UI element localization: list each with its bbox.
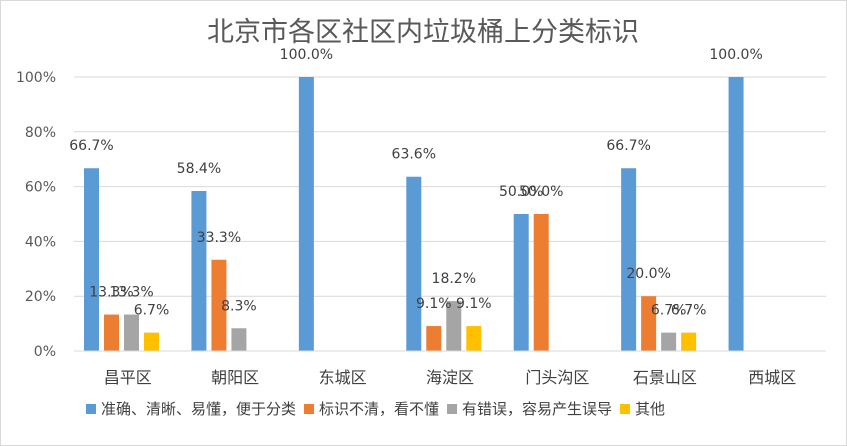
- data-label: 33.3%: [197, 230, 241, 246]
- data-labels: 66.7%13.3%13.3%6.7%58.4%33.3%8.3%100.0%6…: [69, 47, 763, 319]
- x-category-label: 石景山区: [633, 368, 697, 387]
- data-label: 100.0%: [280, 47, 333, 63]
- legend-swatch: [620, 404, 631, 414]
- data-label: 50.0%: [499, 184, 543, 200]
- legend: 准确、清晰、易懂，便于分类 标识不清，看不懂 有错误，容易产生误导 其他: [86, 400, 665, 418]
- bar: [728, 77, 744, 351]
- data-label: 6.7%: [134, 303, 170, 319]
- data-label: 9.1%: [416, 296, 452, 312]
- bar: [681, 332, 697, 351]
- bars: [84, 77, 744, 351]
- data-label: 8.3%: [221, 298, 257, 314]
- bar: [144, 332, 159, 351]
- data-label: 63.6%: [392, 147, 436, 163]
- chart-title: 北京市各区社区内垃圾桶上分类标识: [207, 17, 639, 48]
- bar: [621, 168, 637, 351]
- bar: [191, 190, 207, 351]
- data-label: 6.7%: [651, 303, 687, 319]
- data-label: 13.3%: [109, 285, 153, 301]
- legend-swatch: [86, 404, 96, 414]
- bar: [466, 326, 482, 351]
- y-tick-label: 100%: [16, 70, 56, 86]
- bar: [426, 326, 442, 351]
- gridlines: [74, 76, 826, 297]
- data-label: 66.7%: [606, 138, 650, 154]
- bar: [533, 214, 549, 351]
- data-label: 100.0%: [709, 47, 762, 63]
- legend-swatch: [447, 404, 458, 414]
- x-category-label: 西城区: [748, 368, 796, 387]
- y-tick-label: 60%: [25, 180, 56, 196]
- bar: [513, 214, 529, 351]
- y-tick-label: 20%: [25, 289, 56, 305]
- bar: [84, 168, 99, 351]
- data-label: 9.1%: [456, 296, 492, 312]
- bar: [298, 77, 314, 351]
- data-label: 13.3%: [89, 285, 133, 301]
- legend-label: 其他: [635, 400, 665, 418]
- legend-label: 标识不清，看不懂: [319, 400, 439, 418]
- y-tick-label: 80%: [25, 125, 56, 141]
- bar: [104, 314, 119, 351]
- bar: [124, 314, 139, 351]
- y-tick-label: 40%: [25, 234, 56, 250]
- bar: [406, 176, 422, 351]
- legend-swatch: [304, 404, 315, 414]
- legend-label: 有错误，容易产生误导: [462, 400, 612, 418]
- x-category-label: 东城区: [319, 368, 367, 387]
- y-axis-ticks: 0% 20% 40% 60% 80% 100%: [16, 70, 56, 360]
- data-label: 58.4%: [177, 161, 221, 177]
- bar: [231, 328, 247, 351]
- x-category-label: 门头沟区: [525, 368, 589, 387]
- y-tick-label: 0%: [34, 344, 56, 360]
- x-axis-categories: 昌平区 朝阳区 东城区 海淀区 门头沟区 石景山区 西城区: [104, 368, 797, 387]
- legend-label: 准确、清晰、易懂，便于分类: [101, 400, 296, 418]
- bar: [661, 332, 677, 351]
- data-label: 66.7%: [69, 138, 113, 154]
- data-label: 20.0%: [626, 266, 670, 282]
- x-category-label: 朝阳区: [211, 368, 259, 387]
- bar: [641, 296, 657, 351]
- bar: [446, 301, 462, 351]
- data-label: 50.0%: [519, 184, 563, 200]
- data-label: 18.2%: [432, 271, 476, 287]
- x-category-label: 海淀区: [426, 368, 474, 387]
- x-category-label: 昌平区: [104, 368, 152, 387]
- bar: [211, 259, 227, 351]
- data-label: 6.7%: [671, 303, 707, 319]
